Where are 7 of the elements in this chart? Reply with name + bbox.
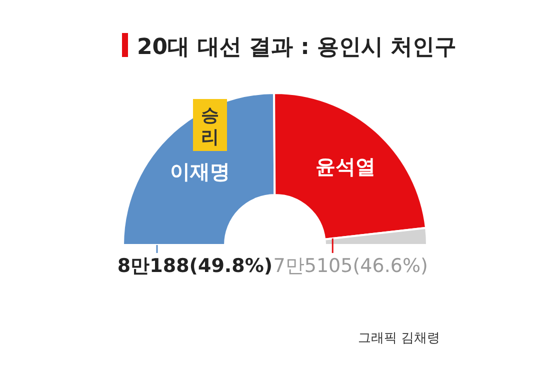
data-label: 8만188(49.8%) xyxy=(117,255,273,277)
text: 승리 xyxy=(201,105,219,148)
slice-label: 윤석열 xyxy=(315,154,376,179)
chart-title: 20대 대선 결과 : 용인시 처인구 xyxy=(137,35,457,60)
text: 그래픽 김채령 xyxy=(358,331,440,346)
data-label: 7만5105(46.6%) xyxy=(273,255,428,277)
slice-label: 이재명 xyxy=(170,159,230,184)
